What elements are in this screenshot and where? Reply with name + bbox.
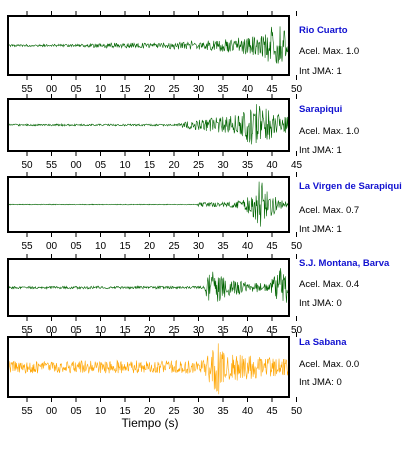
x-tick-label: 35 xyxy=(217,241,229,252)
x-tick-label: 15 xyxy=(119,84,131,95)
acel-max-sj-montana: Acel. Max. 0.4 xyxy=(299,279,360,290)
x-tick-label: 30 xyxy=(193,325,205,336)
x-tick-label: 15 xyxy=(119,241,131,252)
x-tick-label: 20 xyxy=(144,406,156,417)
panel-frame xyxy=(7,15,290,76)
station-name-sarapiqui: Sarapiqui xyxy=(299,104,343,115)
int-jma-la-virgen: Int JMA: 1 xyxy=(299,224,342,235)
x-tick-label: 45 xyxy=(266,84,278,95)
panel-frame xyxy=(7,176,290,233)
x-tick-label: 10 xyxy=(95,241,107,252)
station-name-la-sabana: La Sabana xyxy=(299,337,347,348)
x-tick-label: 45 xyxy=(291,160,303,171)
acel-max-sarapiqui: Acel. Max. 1.0 xyxy=(299,126,360,137)
acel-max-la-virgen: Acel. Max. 0.7 xyxy=(299,205,360,216)
waveform-trace xyxy=(8,104,289,145)
x-tick-label: 35 xyxy=(217,325,229,336)
x-tick-label: 25 xyxy=(168,84,180,95)
x-tick-label: 20 xyxy=(144,325,156,336)
x-tick-label: 15 xyxy=(119,325,131,336)
x-tick-label: 40 xyxy=(242,84,254,95)
x-tick-label: 40 xyxy=(242,406,254,417)
x-tick-label: 15 xyxy=(144,160,156,171)
x-tick-label: 50 xyxy=(291,325,303,336)
seismogram-panel: 55 00 05 10 15 20 25 30 35 40 45 50 xyxy=(7,11,303,95)
x-tick-label: 55 xyxy=(21,84,33,95)
station-name-sj-montana: S.J. Montana, Barva xyxy=(299,258,390,269)
x-tick-label: 35 xyxy=(217,84,229,95)
x-tick-label: 55 xyxy=(21,241,33,252)
station-name-la-virgen: La Virgen de Sarapiqui xyxy=(299,181,402,192)
x-tick-label: 05 xyxy=(95,160,107,171)
x-tick-label: 10 xyxy=(119,160,131,171)
int-jma-la-sabana: Int JMA: 0 xyxy=(299,377,342,388)
seismogram-panel: 55 00 05 10 15 20 25 30 35 40 45 50 xyxy=(7,332,303,417)
waveform-trace xyxy=(8,181,289,227)
x-axis-label: Tiempo (s) xyxy=(121,416,179,430)
seismogram-panel: 50 55 00 05 10 15 20 25 30 35 40 45 xyxy=(7,94,303,171)
x-tick-label: 00 xyxy=(46,241,58,252)
x-tick-label: 30 xyxy=(193,406,205,417)
x-tick-label: 25 xyxy=(168,241,180,252)
panel-frame xyxy=(7,336,290,398)
x-tick-label: 40 xyxy=(266,160,278,171)
x-tick-label: 05 xyxy=(70,406,82,417)
x-tick-label: 55 xyxy=(46,160,58,171)
x-tick-label: 45 xyxy=(266,325,278,336)
station-name-rio-cuarto: Rio Cuarto xyxy=(299,25,348,36)
waveform-trace xyxy=(8,343,289,395)
x-tick-label: 30 xyxy=(217,160,229,171)
int-jma-sarapiqui: Int JMA: 1 xyxy=(299,145,342,156)
x-tick-label: 10 xyxy=(95,406,107,417)
x-tick-label: 00 xyxy=(46,84,58,95)
acel-max-la-sabana: Acel. Max. 0.0 xyxy=(299,359,360,370)
int-jma-sj-montana: Int JMA: 0 xyxy=(299,298,342,309)
panel-frame xyxy=(7,98,290,152)
x-tick-label: 35 xyxy=(217,406,229,417)
x-tick-label: 15 xyxy=(119,406,131,417)
x-tick-label: 30 xyxy=(193,84,205,95)
x-tick-label: 10 xyxy=(95,325,107,336)
seismogram-panel: 55 00 05 10 15 20 25 30 35 40 45 50 xyxy=(7,172,303,252)
x-tick-label: 05 xyxy=(70,241,82,252)
x-tick-label: 40 xyxy=(242,241,254,252)
x-tick-label: 00 xyxy=(46,325,58,336)
x-tick-label: 05 xyxy=(70,325,82,336)
int-jma-rio-cuarto: Int JMA: 1 xyxy=(299,66,342,77)
x-tick-label: 50 xyxy=(291,241,303,252)
x-tick-label: 45 xyxy=(266,406,278,417)
x-tick-label: 50 xyxy=(21,160,33,171)
panel-frame xyxy=(7,258,290,317)
x-tick-label: 20 xyxy=(144,241,156,252)
x-tick-label: 55 xyxy=(21,406,33,417)
waveform-trace xyxy=(8,268,289,303)
x-tick-label: 40 xyxy=(242,325,254,336)
x-tick-label: 35 xyxy=(242,160,254,171)
x-tick-label: 25 xyxy=(193,160,205,171)
x-tick-label: 20 xyxy=(144,84,156,95)
x-tick-label: 50 xyxy=(291,84,303,95)
x-tick-label: 30 xyxy=(193,241,205,252)
x-tick-label: 00 xyxy=(70,160,82,171)
x-tick-label: 05 xyxy=(70,84,82,95)
x-tick-label: 10 xyxy=(95,84,107,95)
x-tick-label: 50 xyxy=(291,406,303,417)
seismogram-panel: 55 00 05 10 15 20 25 30 35 40 45 50 xyxy=(7,254,303,336)
x-tick-label: 55 xyxy=(21,325,33,336)
x-tick-label: 00 xyxy=(46,406,58,417)
x-tick-label: 45 xyxy=(266,241,278,252)
waveform-trace xyxy=(8,26,289,64)
x-tick-label: 25 xyxy=(168,406,180,417)
x-tick-label: 25 xyxy=(168,325,180,336)
x-tick-label: 20 xyxy=(168,160,180,171)
acel-max-rio-cuarto: Acel. Max. 1.0 xyxy=(299,46,360,57)
